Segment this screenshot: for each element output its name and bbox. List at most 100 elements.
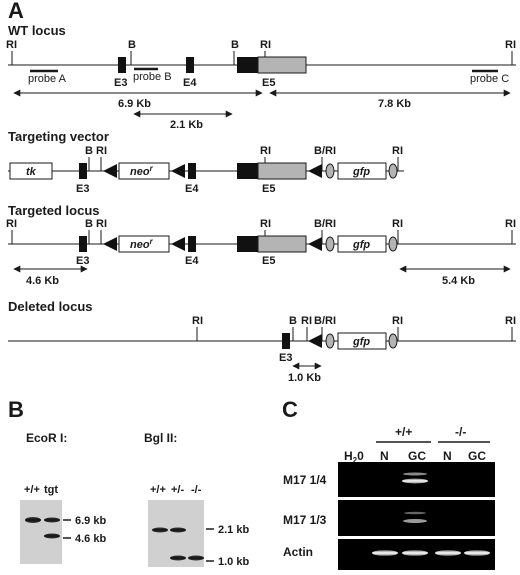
ecor-band-wt-6-9	[25, 517, 41, 523]
ecor-band-tgt-6-9	[44, 517, 60, 523]
vector-site-ri-3: RI	[392, 145, 403, 157]
vector-site-ri-1: RI	[96, 145, 107, 157]
pcr-lane-n-wt: N	[380, 449, 389, 463]
deleted-exon-label-e3: E3	[279, 352, 292, 364]
deleted-frt-1	[325, 333, 335, 349]
vector-site-ri-2: RI	[260, 145, 271, 157]
panel-b-label: B	[8, 397, 24, 422]
pcr-lane-gc-wt: GC	[408, 449, 426, 463]
vector-gfp-label: gfp	[352, 166, 370, 178]
pcr-band-m17-13-gc-upper	[404, 511, 426, 515]
vector-tk-box	[9, 162, 53, 180]
bgl-marker-2-1: 2.1 kb	[218, 524, 249, 536]
pcr-row-m17-14: M17 1/4	[283, 473, 327, 487]
vector-loxp-3	[308, 164, 322, 178]
targeted-exon-5-coding	[237, 236, 258, 252]
blot-ecor: EcoR I: +/+ tgt 6.9 kb 4.6 kb	[20, 431, 106, 564]
bgl-lane-ko: -/-	[191, 484, 202, 496]
wt-site-ri-3: RI	[505, 39, 516, 51]
targeted-frt-2	[388, 236, 398, 252]
deleted-gfp-box	[337, 332, 387, 350]
wt-distance-2-1: 2.1 Kb	[170, 119, 203, 131]
vector-tk-label: tk	[26, 166, 37, 178]
deleted-site-ri-1: RI	[192, 315, 203, 327]
pcr-group-ko: -/-	[455, 425, 466, 439]
ecor-marker-6-9: 6.9 kb	[75, 515, 106, 527]
wt-locus-title: WT locus	[8, 23, 66, 38]
deleted-site-ri-4: RI	[505, 315, 516, 327]
pcr-band-actin-gc-wt	[402, 550, 428, 556]
pcr-band-m17-13-gc	[403, 519, 427, 523]
deleted-frt-2	[388, 333, 398, 349]
pcr-band-m17-14-gc	[402, 478, 428, 484]
vector-exon-3	[79, 163, 87, 179]
pcr-lane-n-ko: N	[443, 449, 452, 463]
targeted-exon-label-e4: E4	[185, 255, 199, 267]
wt-probe-a-label: probe A	[28, 73, 67, 85]
vector-exon-4	[188, 163, 196, 179]
pcr-row-m17-13: M17 1/3	[283, 513, 327, 527]
deleted-site-b: B	[289, 315, 297, 327]
wt-locus: WT locus	[8, 23, 516, 118]
targeted-site-ri-3: RI	[260, 218, 271, 230]
wt-site-ri-1: RI	[6, 39, 17, 51]
deleted-site-ri-2: RI	[301, 315, 312, 327]
targeted-loxp-3	[308, 237, 322, 251]
wt-exon-4	[186, 57, 194, 73]
vector-neo-label: neor	[130, 164, 154, 178]
targeted-site-ri-1: RI	[6, 218, 17, 230]
deleted-title: Deleted locus	[8, 299, 93, 314]
ecor-lane-wt: +/+	[24, 484, 40, 496]
vector-site-b: B	[85, 145, 93, 157]
bgl-band-het-1-0	[170, 555, 186, 561]
pcr-gel-m17-13	[338, 500, 495, 536]
vector-title: Targeting vector	[8, 129, 109, 144]
pcr-band-m17-14-gc-upper	[403, 472, 427, 476]
targeted-distance-5-4: 5.4 Kb	[442, 275, 475, 287]
targeted-loxp-2	[171, 237, 185, 251]
targeted-exon-5-utr	[257, 235, 307, 253]
targeted-exon-3	[79, 236, 87, 252]
wt-distance-7-8: 7.8 Kb	[378, 98, 411, 110]
wt-site-b-2: B	[231, 39, 239, 51]
pcr-gel: +/+ -/- H20 N GC N GC M17 1/4 M17 1/3 Ac…	[283, 425, 495, 570]
wt-exon-3	[118, 57, 126, 73]
vector-exon-5-utr	[257, 162, 307, 180]
targeted-title: Targeted locus	[8, 203, 100, 218]
bgl-marker-1-0: 1.0 kb	[218, 556, 249, 568]
targeted-site-b: B	[85, 218, 93, 230]
targeted-site-ri-2: RI	[96, 218, 107, 230]
targeting-vector: Targeting vector	[8, 129, 404, 180]
pcr-lane-h2o: H20	[344, 449, 364, 465]
vector-exon-label-e3: E3	[76, 183, 89, 195]
pcr-band-actin-gc-ko	[464, 550, 490, 556]
ecor-title: EcoR I:	[26, 431, 67, 445]
targeted-distance-4-6: 4.6 Kb	[26, 275, 59, 287]
pcr-band-actin-n-ko	[435, 550, 461, 556]
vector-frt-2	[388, 163, 398, 179]
panel-c-label: C	[282, 397, 298, 422]
targeted-site-ri-4: RI	[392, 218, 403, 230]
targeted-loxp-1	[103, 237, 117, 251]
targeted-gfp-box	[337, 235, 387, 253]
deleted-distance-1-0: 1.0 Kb	[288, 372, 321, 384]
deleted-locus: Deleted locus	[8, 299, 516, 370]
pcr-row-actin: Actin	[283, 545, 313, 559]
wt-exon-5-coding	[237, 57, 258, 73]
vector-frt-1	[325, 163, 335, 179]
targeted-site-b-ri: B/RI	[314, 218, 336, 230]
wt-exon-label-e3: E3	[114, 77, 127, 89]
targeted-neo-box	[118, 235, 170, 253]
vector-neo-box	[118, 162, 170, 180]
ecor-marker-4-6: 4.6 kb	[75, 533, 106, 545]
targeted-exon-label-e5: E5	[262, 255, 275, 267]
deleted-site-b-ri: B/RI	[314, 315, 336, 327]
targeted-locus: Targeted locus	[8, 203, 516, 273]
panel-a-label: A	[8, 0, 24, 23]
targeted-neo-label: neor	[130, 237, 154, 251]
vector-exon-5-coding	[237, 163, 258, 179]
pcr-lane-gc-ko: GC	[468, 449, 486, 463]
vector-exon-label-e5: E5	[262, 183, 275, 195]
targeted-exon-4	[188, 236, 196, 252]
